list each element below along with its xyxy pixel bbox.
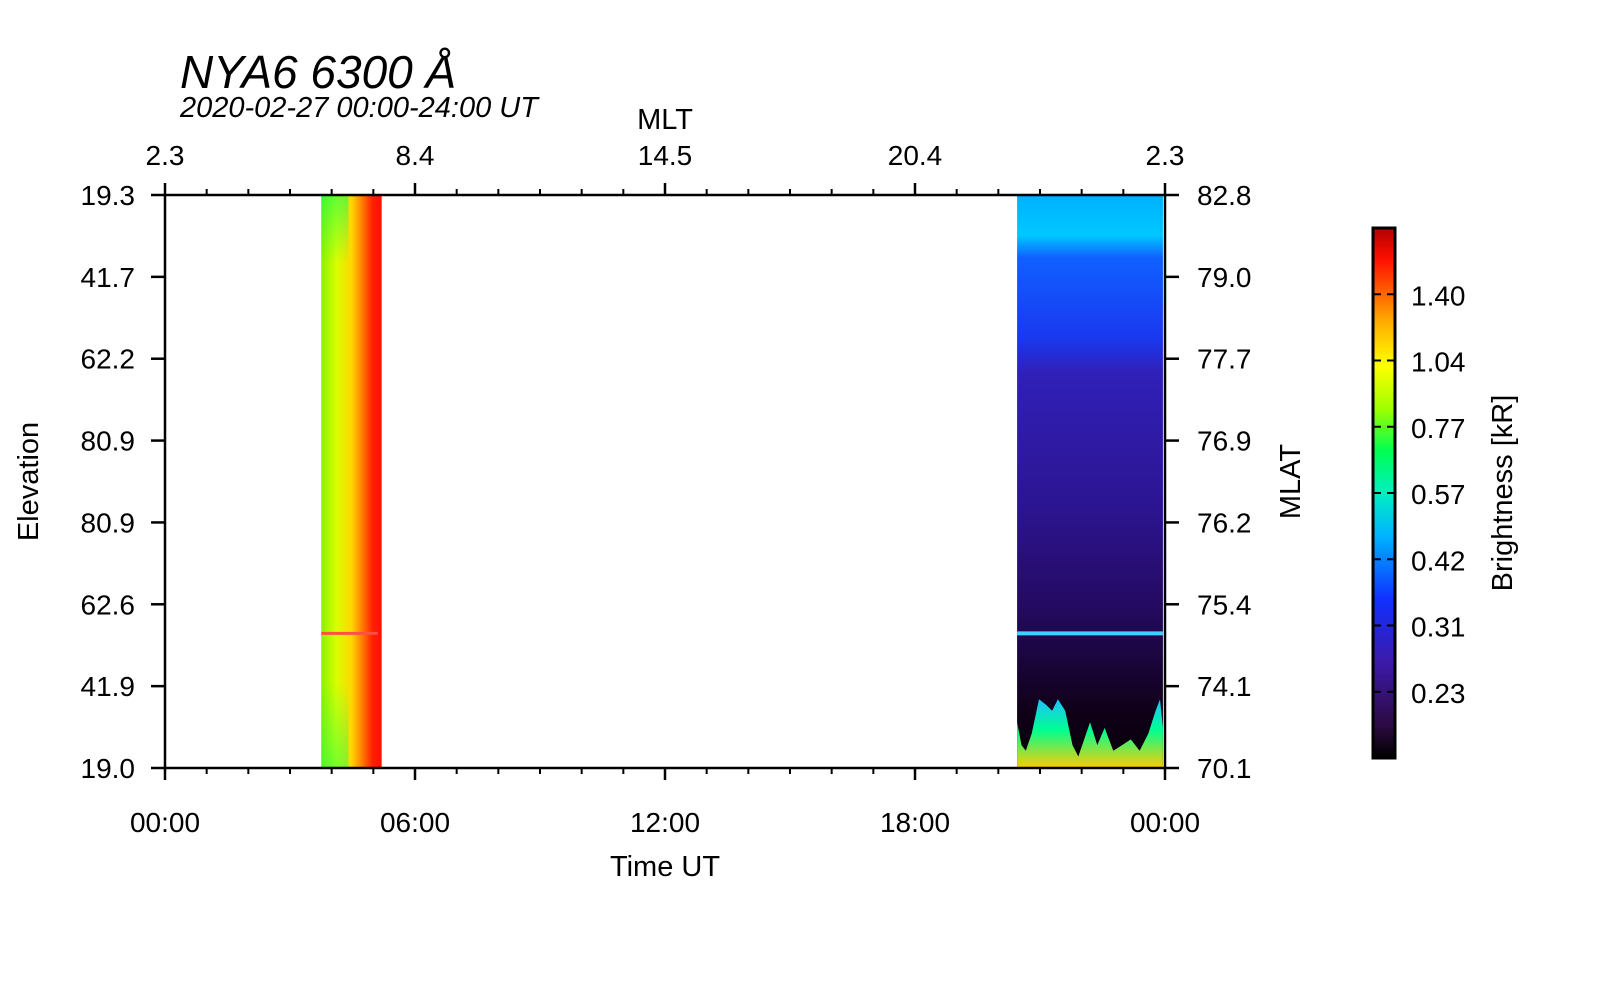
x-axis-label: Time UT bbox=[610, 851, 720, 883]
y-tick-label: 80.9 bbox=[81, 507, 136, 538]
data-segment-morning-edge-shading bbox=[321, 195, 349, 768]
colorbar-tick-label: 1.04 bbox=[1411, 347, 1466, 378]
y-axis-label: Elevation bbox=[13, 422, 45, 541]
x-top-tick-label: 14.5 bbox=[638, 140, 693, 171]
colorbar-tick-label: 0.31 bbox=[1411, 612, 1466, 643]
colorbar-tick-label: 0.42 bbox=[1411, 545, 1466, 576]
y-tick-label: 62.6 bbox=[81, 589, 136, 620]
colorbar-tick-label: 0.77 bbox=[1411, 413, 1466, 444]
y-right-tick-label: 76.2 bbox=[1197, 507, 1252, 538]
colorbar: 1.40 1.04 0.77 0.57 0.42 0.31 0.23 bbox=[1371, 226, 1466, 760]
chart-title: NYA6 6300 Å bbox=[180, 46, 456, 98]
y-right-tick-label: 82.8 bbox=[1197, 180, 1252, 211]
y-right-tick-label: 74.1 bbox=[1197, 671, 1252, 702]
chart-subtitle: 2020-02-27 00:00-24:00 UT bbox=[179, 92, 540, 124]
y-tick-label: 62.2 bbox=[81, 344, 136, 375]
x-top-tick-label: 20.4 bbox=[888, 140, 943, 171]
x-top-tick-label: 2.3 bbox=[1146, 140, 1185, 171]
x-top-tick-label: 8.4 bbox=[396, 140, 435, 171]
y-right-axis-label: MLAT bbox=[1275, 444, 1307, 519]
x-tick-label: 06:00 bbox=[380, 807, 450, 838]
data-segment-evening-bright-band bbox=[1017, 699, 1163, 768]
x-tick-label: 00:00 bbox=[1130, 807, 1200, 838]
data-segment-evening bbox=[1017, 195, 1163, 768]
x-tick-label: 00:00 bbox=[130, 807, 200, 838]
colorbar-tick-label: 1.40 bbox=[1411, 280, 1466, 311]
y-tick-label: 80.9 bbox=[81, 426, 136, 457]
y-right-tick-label: 79.0 bbox=[1197, 262, 1252, 293]
y-right-tick-label: 75.4 bbox=[1197, 589, 1252, 620]
axes: 00:00 2.3 06:00 8.4 12:00 14.5 18:00 20.4 00:00 2… bbox=[81, 140, 1252, 838]
plot-area bbox=[321, 195, 1163, 768]
y-tick-label: 19.3 bbox=[81, 180, 136, 211]
x-top-tick-label: 2.3 bbox=[146, 140, 185, 171]
x-tick-label: 12:00 bbox=[630, 807, 700, 838]
colorbar-tick-label: 0.23 bbox=[1411, 678, 1466, 709]
colorbar-label: Brightness [kR] bbox=[1487, 395, 1519, 592]
x-top-axis-label: MLT bbox=[637, 104, 693, 136]
y-right-tick-label: 76.9 bbox=[1197, 426, 1252, 457]
y-tick-label: 41.7 bbox=[81, 262, 136, 293]
y-tick-label: 19.0 bbox=[81, 753, 136, 784]
colorbar-tick-label: 0.57 bbox=[1411, 479, 1466, 510]
y-right-tick-label: 70.1 bbox=[1197, 753, 1252, 784]
y-tick-label: 41.9 bbox=[81, 671, 136, 702]
x-tick-label: 18:00 bbox=[880, 807, 950, 838]
y-right-tick-label: 77.7 bbox=[1197, 344, 1252, 375]
